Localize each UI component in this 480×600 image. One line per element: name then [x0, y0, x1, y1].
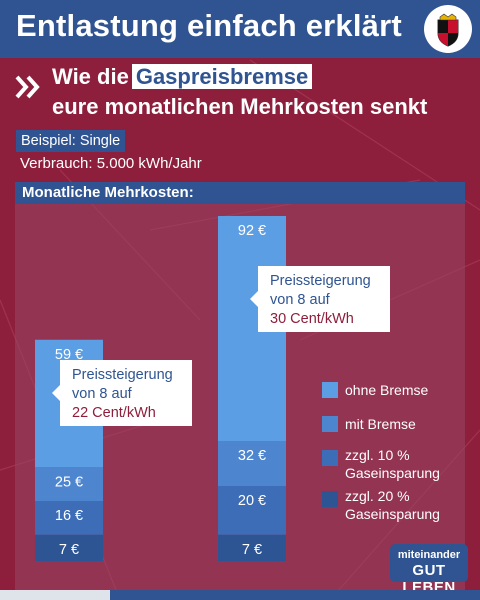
callout-2-line-2: von 8 auf [270, 292, 330, 308]
header-bar: Entlastung einfach erklärt [0, 0, 480, 58]
bottom-strip [0, 590, 480, 600]
legend-swatch-mit-bremse [322, 416, 338, 432]
example-label: Beispiel: Single [16, 130, 126, 152]
headline-highlight: Gaspreisbremse [131, 64, 313, 89]
legend-label-mit-bremse: mit Bremse [345, 416, 416, 432]
headline-line-2: eure monatlichen Mehrkosten senkt [52, 94, 428, 119]
callout-bar-1: Preissteigerung von 8 auf 22 Cent/kWh [60, 360, 192, 426]
legend-label-gaseinsparung-10: zzgl. 10 % Gaseinsparung [345, 446, 440, 482]
bar-2-gaseinsparung-10 [218, 486, 286, 535]
miteinander-gut-leben-logo: miteinander GUT LEBEN [390, 544, 468, 596]
bottom-strip-light [0, 590, 110, 600]
rheinland-pfalz-crest-icon [424, 5, 472, 53]
headline-line-1: Wie die Gaspreisbremse [52, 64, 313, 90]
usage-text: Verbrauch: 5.000 kWh/Jahr [20, 155, 202, 172]
bar-1-gaseinsparung-20 [35, 534, 103, 561]
legend-20-line-2: Gaseinsparung [345, 506, 440, 522]
legend-10-line-2: Gaseinsparung [345, 465, 440, 481]
bar-2-label-gaseinsparung-20: 7 € [242, 542, 262, 558]
callout-2-pointer [250, 291, 258, 307]
legend-20-line-1: zzgl. 20 % [345, 488, 410, 504]
legend-label-gaseinsparung-20: zzgl. 20 % Gaseinsparung [345, 487, 440, 523]
bar-1-label-mit-bremse: 25 € [55, 474, 83, 490]
legend-swatch-ohne-bremse [322, 382, 338, 398]
callout-1-line-1: Preissteigerung [72, 367, 173, 383]
callout-2-line-1: Preissteigerung [270, 273, 371, 289]
bar-2-gaseinsparung-20 [218, 534, 286, 561]
legend-10-line-1: zzgl. 10 % [345, 447, 410, 463]
callout-bar-2: Preissteigerung von 8 auf 30 Cent/kWh [258, 266, 390, 332]
callout-2-line-3: 30 Cent/kWh [270, 311, 354, 327]
section-title: Monatliche Mehrkosten: [15, 182, 465, 204]
bar-1-label-ohne-bremse: 59 € [55, 347, 83, 363]
legend-swatch-gaseinsparung-10 [322, 450, 338, 466]
bar-2-mit-bremse [218, 441, 286, 486]
bar-1-label-gaseinsparung-20: 7 € [59, 542, 79, 558]
headline-prefix: Wie die [52, 64, 129, 89]
page-title: Entlastung einfach erklärt [16, 8, 402, 43]
double-chevron-icon [15, 75, 40, 99]
bar-1-mit-bremse [35, 467, 103, 501]
legend-label-ohne-bremse: ohne Bremse [345, 382, 429, 398]
bar-1-gaseinsparung-10 [35, 501, 103, 535]
logo-line-1: miteinander [397, 549, 461, 561]
bar-2-label-mit-bremse: 32 € [238, 448, 266, 464]
bar-2-label-gaseinsparung-10: 20 € [238, 493, 266, 509]
legend-swatch-gaseinsparung-20 [322, 491, 338, 507]
callout-1-pointer [52, 385, 60, 401]
callout-1-line-3: 22 Cent/kWh [72, 405, 156, 421]
bar-2-label-ohne-bremse: 92 € [238, 223, 266, 239]
bar-1-label-gaseinsparung-10: 16 € [55, 508, 83, 524]
callout-1-line-2: von 8 auf [72, 386, 132, 402]
